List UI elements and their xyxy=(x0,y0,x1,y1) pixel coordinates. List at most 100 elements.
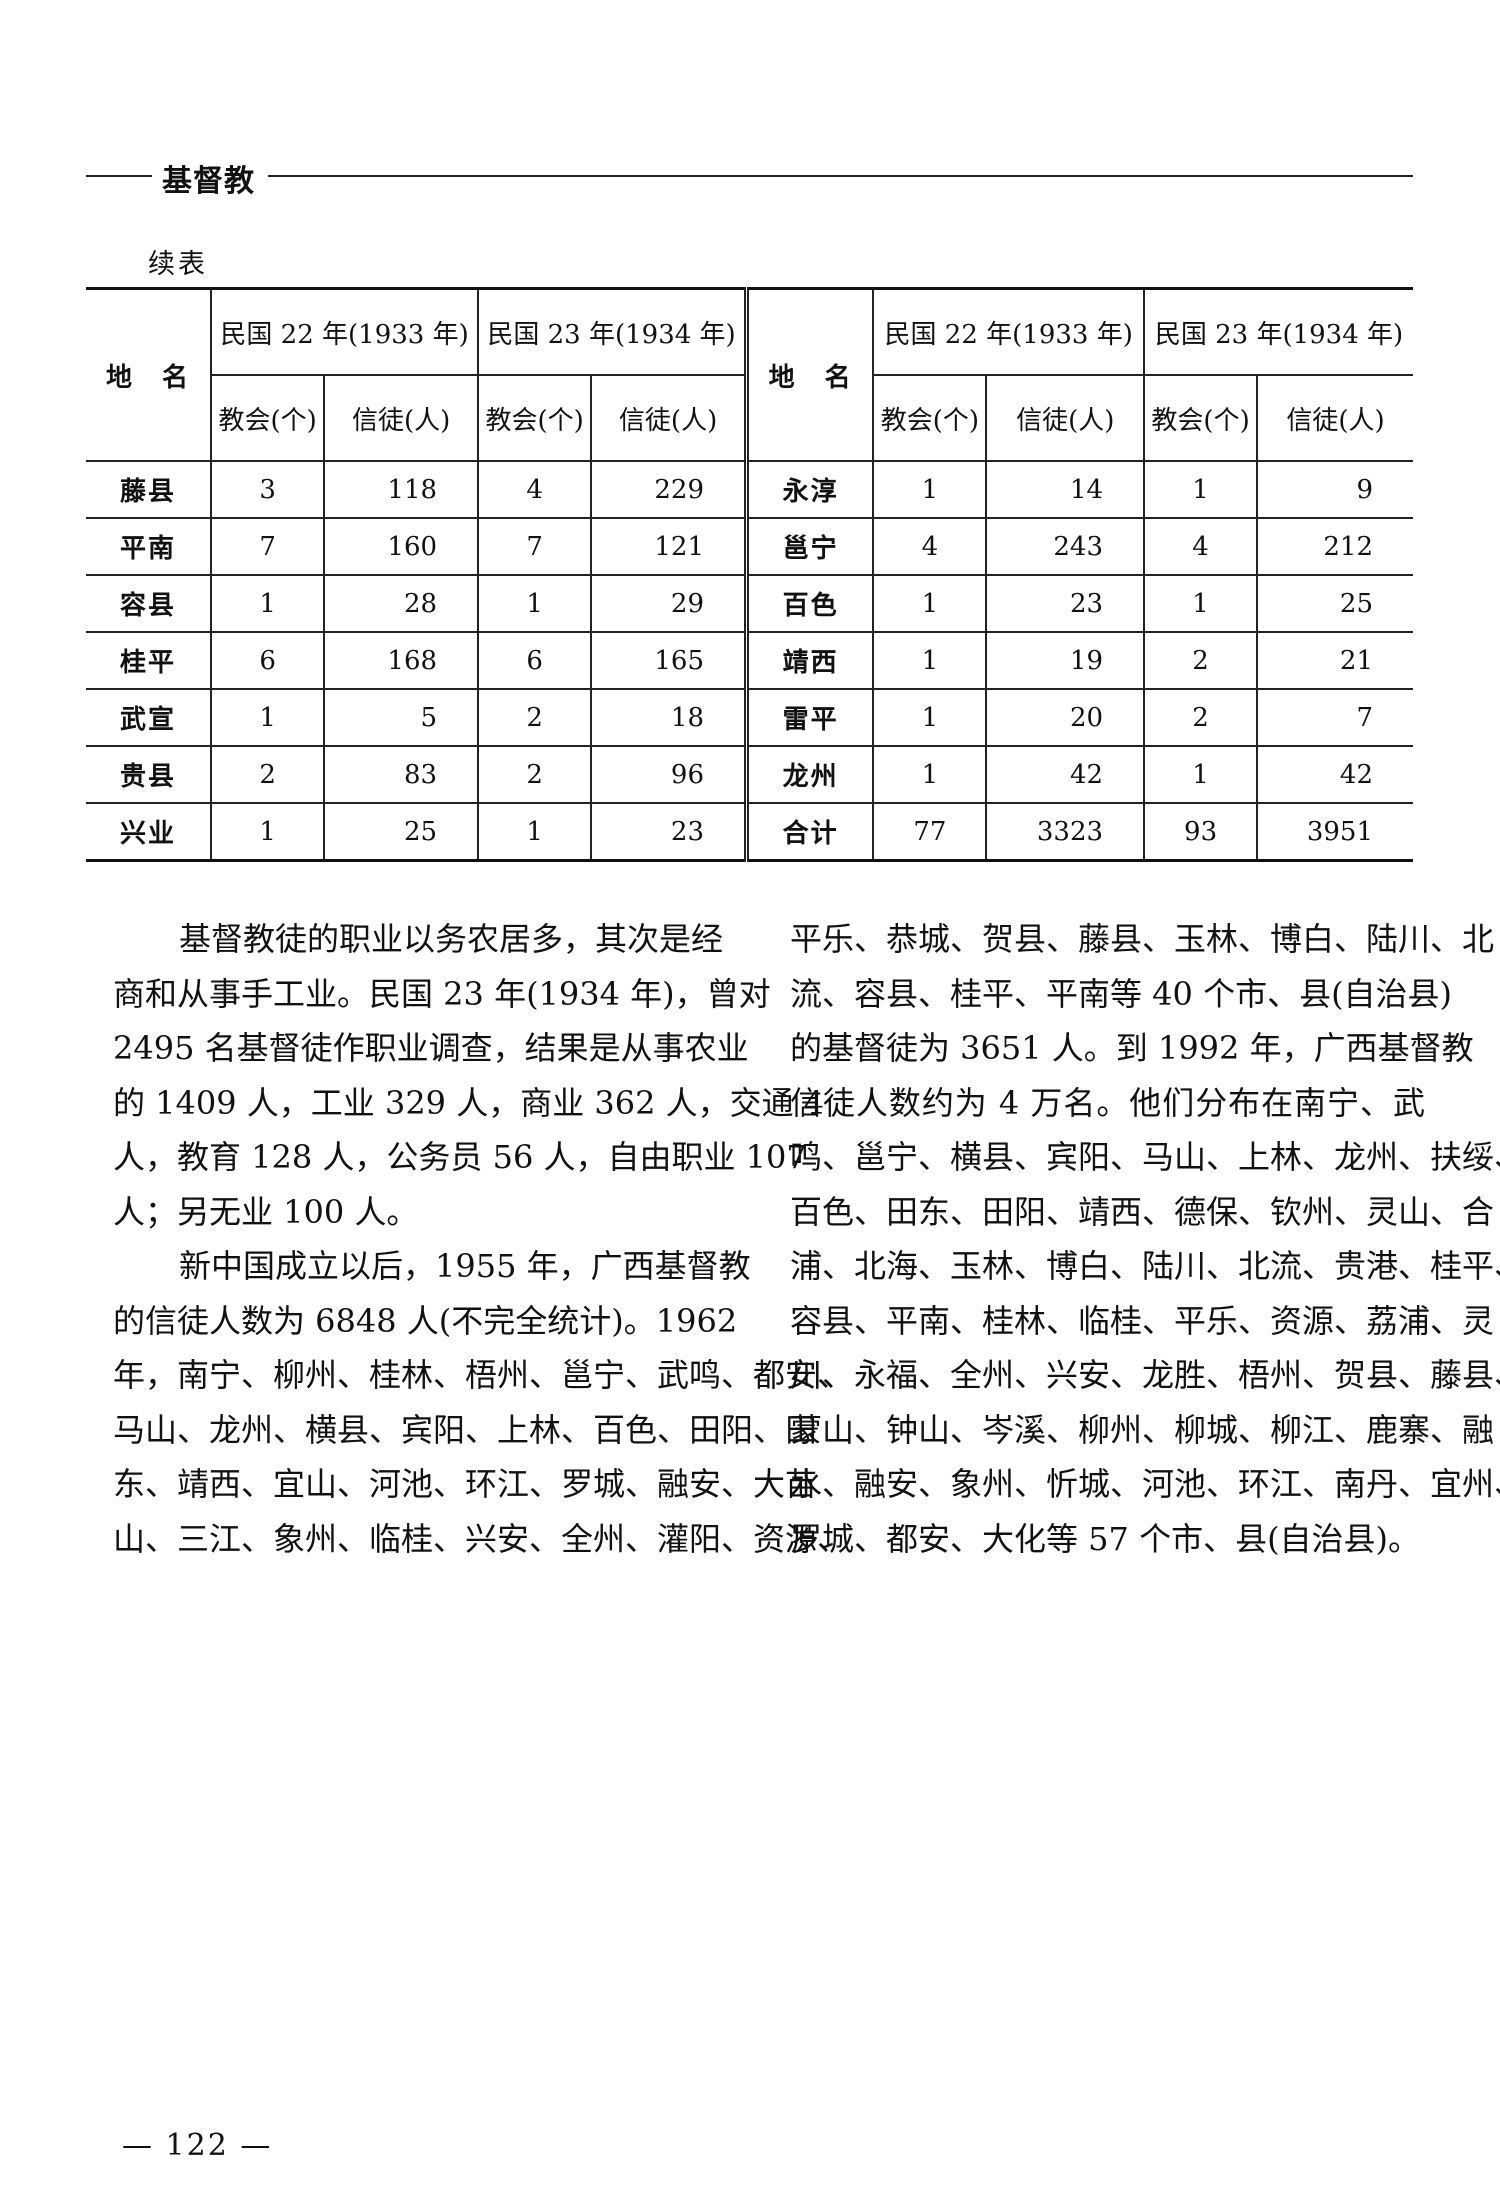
header-rule-right xyxy=(268,175,1413,177)
value-cell: 243 xyxy=(985,517,1146,576)
sub-header: 信徒(人) xyxy=(323,374,480,462)
value-cell: 19 xyxy=(985,631,1146,690)
value-cell: 23 xyxy=(590,802,750,861)
value-cell: 1 xyxy=(477,802,593,861)
text-line: 马山、龙州、横县、宾阳、上林、百色、田阳、田 xyxy=(113,1410,818,1449)
place-name-cell: 武宣 xyxy=(86,688,213,747)
value-cell: 14 xyxy=(985,460,1146,519)
value-cell: 18 xyxy=(590,688,750,747)
text-line: 信徒人数约为 4 万名。他们分布在南宁、武 xyxy=(790,1083,1425,1122)
place-name-cell: 藤县 xyxy=(86,460,213,519)
value-cell: 1 xyxy=(872,745,988,804)
value-cell: 2 xyxy=(210,745,326,804)
value-cell: 1 xyxy=(210,688,326,747)
text-line: 的基督徒为 3651 人。到 1992 年，广西基督教 xyxy=(790,1029,1474,1067)
year-header: 民国 22 年(1933 年) xyxy=(210,288,480,376)
value-cell: 6 xyxy=(477,631,593,690)
text-line: 东、靖西、宜山、河池、环江、罗城、融安、大苗 xyxy=(113,1465,818,1503)
value-cell: 6 xyxy=(210,631,326,690)
value-cell: 7 xyxy=(210,517,326,576)
text-line: 山、三江、象州、临桂、兴安、全州、灌阳、资源、 xyxy=(113,1519,850,1558)
sub-header: 信徒(人) xyxy=(1256,374,1413,462)
place-name-cell: 容县 xyxy=(86,574,213,633)
text-line: 川、永福、全州、兴安、龙胜、梧州、贺县、藤县、 xyxy=(790,1356,1500,1394)
value-cell: 121 xyxy=(590,517,750,576)
text-line: 百色、田东、田阳、靖西、德保、钦州、灵山、合 xyxy=(790,1192,1495,1231)
page-number: — 122 — xyxy=(122,2128,273,2163)
sub-header: 教会(个) xyxy=(1143,374,1259,462)
value-cell: 1 xyxy=(210,802,326,861)
value-cell: 1 xyxy=(872,574,988,633)
value-cell: 1 xyxy=(872,631,988,690)
place-name-cell: 合计 xyxy=(745,802,875,861)
table-row: 贵县 2 83 2 96 龙州 1 42 1 42 xyxy=(86,745,1413,804)
text-line: 人，教育 128 人，公务员 56 人，自由职业 107 xyxy=(113,1138,807,1176)
sub-header: 教会(个) xyxy=(477,374,593,462)
table-row: 藤县 3 118 4 229 永淳 1 14 1 9 xyxy=(86,460,1413,519)
text-line: 蒙山、钟山、岑溪、柳州、柳城、柳江、鹿寨、融 xyxy=(790,1410,1495,1449)
value-cell: 4 xyxy=(872,517,988,576)
value-cell: 1 xyxy=(872,460,988,519)
value-cell: 1 xyxy=(1143,460,1259,519)
text-line: 水、融安、象州、忻城、河池、环江、南丹、宜州、 xyxy=(790,1465,1500,1503)
running-head: 基督教 xyxy=(162,164,255,199)
place-name-cell: 靖西 xyxy=(745,631,875,690)
value-cell: 212 xyxy=(1256,517,1413,576)
place-name-cell: 永淳 xyxy=(745,460,875,519)
value-cell: 29 xyxy=(590,574,750,633)
text-line: 容县、平南、桂林、临桂、平乐、资源、荔浦、灵 xyxy=(790,1301,1495,1340)
value-cell: 229 xyxy=(590,460,750,519)
place-name-cell: 邕宁 xyxy=(745,517,875,576)
place-name-cell: 平南 xyxy=(86,517,213,576)
text-line: 2495 名基督徒作职业调查，结果是从事农业 xyxy=(113,1029,749,1067)
value-cell: 28 xyxy=(323,574,480,633)
text-line: 罗城、都安、大化等 57 个市、县(自治县)。 xyxy=(790,1519,1421,1558)
text-line: 的信徒人数为 6848 人(不完全统计)。1962 xyxy=(113,1301,738,1340)
sub-header: 教会(个) xyxy=(211,374,326,462)
value-cell: 96 xyxy=(590,745,750,804)
value-cell: 160 xyxy=(323,517,480,576)
value-cell: 4 xyxy=(477,460,593,519)
name-header-right: 地 名 xyxy=(745,288,875,462)
year-header: 民国 23 年(1934 年) xyxy=(1143,288,1413,376)
body-column-left: 基督教徒的职业以务农居多，其次是经 商和从事手工业。民国 23 年(1934 年)… xyxy=(113,912,850,1566)
text-line: 流、容县、桂平、平南等 40 个市、县(自治县) xyxy=(790,974,1453,1013)
place-name-cell: 贵县 xyxy=(86,745,213,804)
table-row: 桂平 6 168 6 165 靖西 1 19 2 21 xyxy=(86,631,1413,690)
value-cell: 77 xyxy=(872,802,988,861)
value-cell: 2 xyxy=(1143,631,1259,690)
body-column-right: 平乐、恭城、贺县、藤县、玉林、博白、陆川、北 流、容县、桂平、平南等 40 个市、… xyxy=(790,912,1500,1566)
place-name-cell: 龙州 xyxy=(745,745,875,804)
value-cell: 25 xyxy=(323,802,480,861)
sub-header: 信徒(人) xyxy=(985,374,1146,462)
place-name-cell: 雷平 xyxy=(745,688,875,747)
value-cell: 165 xyxy=(590,631,750,690)
statistics-table: 地 名 民国 22 年(1933 年) 民国 23 年(1934 年) 地 名 … xyxy=(86,287,1413,862)
value-cell: 3323 xyxy=(985,802,1146,861)
text-line: 鸣、邕宁、横县、宾阳、马山、上林、龙州、扶绥、 xyxy=(790,1138,1500,1176)
value-cell: 3951 xyxy=(1256,802,1413,861)
value-cell: 2 xyxy=(477,688,593,747)
text-line: 新中国成立以后，1955 年，广西基督教 xyxy=(179,1247,751,1285)
text-line: 人；另无业 100 人。 xyxy=(113,1192,419,1231)
value-cell: 7 xyxy=(477,517,593,576)
value-cell: 1 xyxy=(210,574,326,633)
place-name-cell: 兴业 xyxy=(86,802,213,861)
value-cell: 23 xyxy=(985,574,1146,633)
value-cell: 21 xyxy=(1256,631,1413,690)
value-cell: 1 xyxy=(872,688,988,747)
value-cell: 5 xyxy=(323,688,480,747)
value-cell: 3 xyxy=(210,460,326,519)
value-cell: 2 xyxy=(477,745,593,804)
header-rule-left xyxy=(86,175,152,177)
text-line: 的 1409 人，工业 329 人，商业 362 人，交通 4 xyxy=(113,1083,825,1122)
value-cell: 20 xyxy=(985,688,1146,747)
sub-header: 信徒(人) xyxy=(590,374,750,462)
text-line: 平乐、恭城、贺县、藤县、玉林、博白、陆川、北 xyxy=(790,920,1495,958)
table-row: 兴业 1 25 1 23 合计 77 3323 93 3951 xyxy=(86,802,1413,861)
place-name-cell: 百色 xyxy=(745,574,875,633)
value-cell: 25 xyxy=(1256,574,1413,633)
name-header-left: 地 名 xyxy=(86,288,213,462)
text-line: 基督教徒的职业以务农居多，其次是经 xyxy=(179,920,724,958)
value-cell: 2 xyxy=(1143,688,1259,747)
